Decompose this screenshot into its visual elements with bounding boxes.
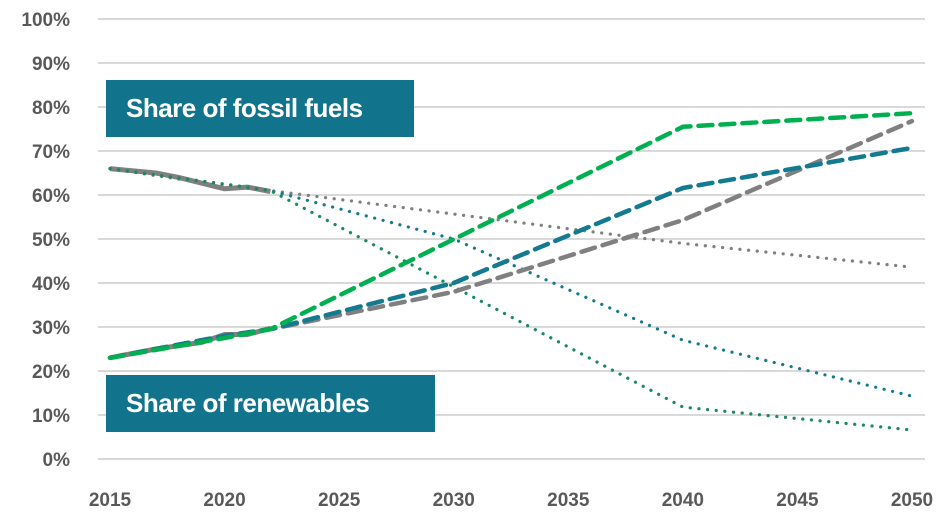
- y-tick-label: 30%: [32, 318, 70, 339]
- y-tick-label: 100%: [21, 10, 70, 31]
- y-tick-label: 70%: [32, 142, 70, 163]
- x-tick-label: 2015: [89, 490, 132, 511]
- annotation-renewables: Share of renewables: [106, 375, 435, 432]
- x-tick-label: 2050: [891, 490, 933, 511]
- series-fossil-solid: [109, 166, 271, 194]
- y-tick-label: 40%: [32, 274, 70, 295]
- x-tick-label: 2030: [433, 490, 475, 511]
- annotation-fossil-fuels: Share of fossil fuels: [106, 80, 414, 137]
- x-tick-label: 2045: [776, 490, 819, 511]
- x-tick-label: 2035: [547, 490, 590, 511]
- x-tick-label: 2025: [318, 490, 361, 511]
- y-tick-label: 80%: [32, 98, 70, 119]
- series-fossil-dotted: [108, 167, 914, 432]
- x-tick-label: 2020: [203, 490, 245, 511]
- y-tick-label: 10%: [32, 406, 70, 427]
- x-tick-label: 2040: [662, 490, 704, 511]
- y-tick-label: 90%: [32, 54, 70, 75]
- y-tick-label: 20%: [32, 362, 70, 383]
- y-tick-label: 0%: [43, 450, 71, 471]
- y-tick-label: 50%: [32, 230, 70, 251]
- series-renewables-dashed: [107, 110, 915, 361]
- y-tick-label: 60%: [32, 186, 70, 207]
